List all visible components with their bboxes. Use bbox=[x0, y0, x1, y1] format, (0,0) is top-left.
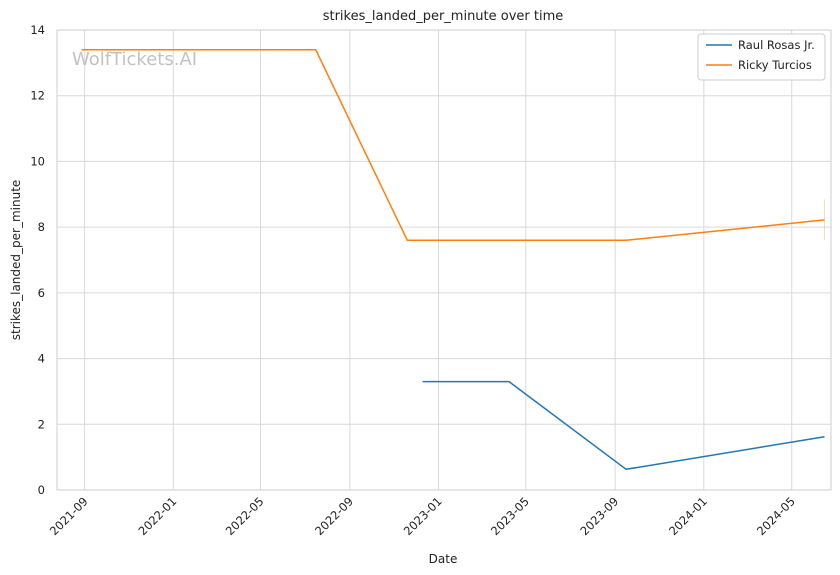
legend: Raul Rosas Jr. Ricky Turcios bbox=[697, 33, 826, 81]
chart-title: strikes_landed_per_minute over time bbox=[323, 9, 564, 24]
plot-area-frame bbox=[56, 29, 832, 491]
x-tick-label: 2023-05 bbox=[488, 494, 532, 538]
y-tick-label: 10 bbox=[30, 154, 45, 168]
x-tick-label: 2023-09 bbox=[577, 494, 621, 538]
x-tick-label: 2021-09 bbox=[47, 494, 91, 538]
x-tick-label: 2024-01 bbox=[666, 494, 710, 538]
watermark-text: WolfTickets.AI bbox=[72, 49, 197, 70]
y-tick-label: 2 bbox=[38, 417, 45, 431]
series-line bbox=[81, 48, 825, 242]
y-tick-label: 4 bbox=[38, 352, 45, 366]
series-line bbox=[422, 380, 825, 471]
series-lines bbox=[81, 48, 825, 471]
tick-labels: 0 2 4 6 8 10 12 14 2021-09 2022-01 2022-05 2022-09 2… bbox=[30, 23, 798, 538]
y-tick-label: 14 bbox=[30, 23, 45, 37]
x-tick-label: 2022-09 bbox=[312, 494, 356, 538]
x-tick-label: 2022-01 bbox=[136, 494, 180, 538]
legend-entry: Ricky Turcios bbox=[738, 58, 812, 72]
y-tick-label: 8 bbox=[38, 220, 45, 234]
y-tick-label: 12 bbox=[30, 89, 45, 103]
x-tick-label: 2023-01 bbox=[401, 494, 445, 538]
grid bbox=[57, 29, 831, 491]
x-axis-label: Date bbox=[429, 552, 458, 566]
y-axis-label: strikes_landed_per_minute bbox=[9, 180, 23, 341]
x-tick-label: 2024-05 bbox=[754, 494, 798, 538]
y-tick-label: 6 bbox=[38, 286, 45, 300]
legend-entry: Raul Rosas Jr. bbox=[738, 38, 815, 52]
x-tick-label: 2022-05 bbox=[223, 494, 267, 538]
y-tick-label: 0 bbox=[38, 483, 45, 497]
